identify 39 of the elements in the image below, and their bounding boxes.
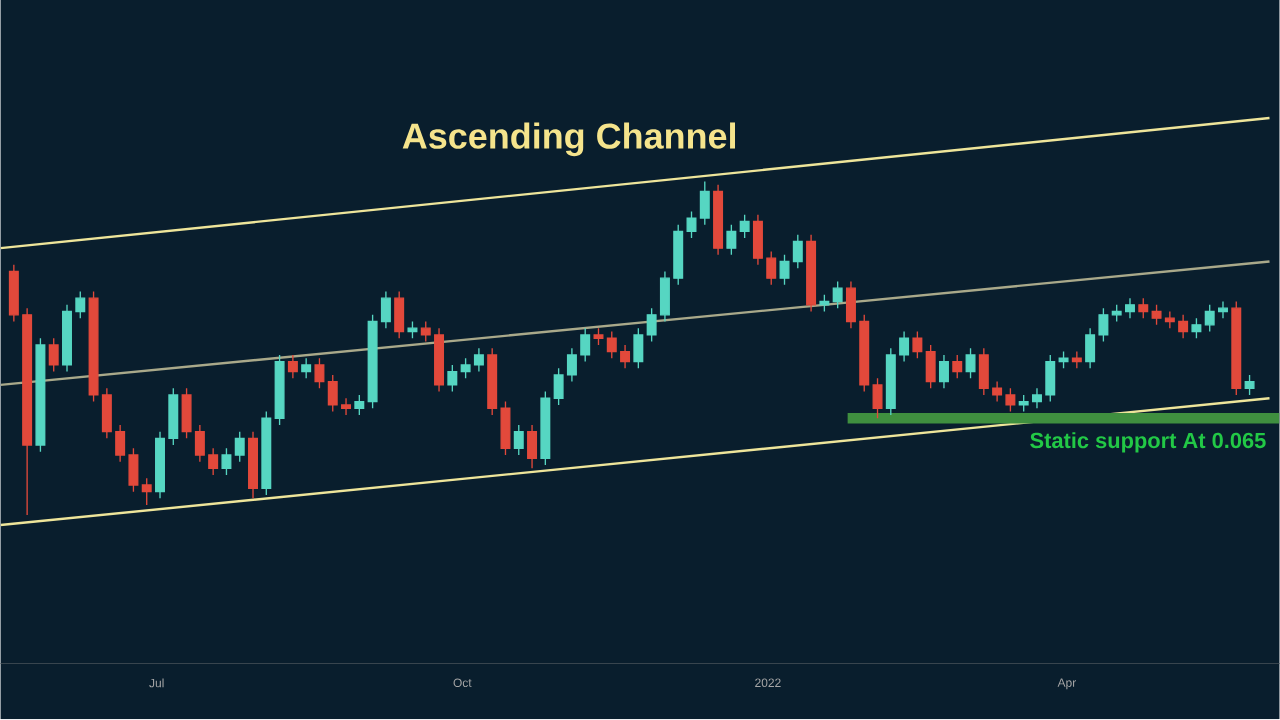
candlestick [287,354,298,380]
candlestick [938,354,949,390]
candlestick [354,394,365,416]
candlestick [447,364,458,393]
candlestick [527,424,538,470]
candlestick [739,214,750,240]
candlestick [221,447,232,476]
chart-title: Ascending Channel [402,122,735,157]
candlestick [633,327,644,370]
candlestick [872,377,883,420]
candlestick [1231,301,1242,396]
candlestick [686,211,697,240]
candlestick [806,234,817,313]
candlestick [540,391,551,466]
candlestick [593,327,604,346]
candlestick [141,477,152,507]
candlestick [832,281,843,310]
candlestick [912,331,923,360]
candlestick [1244,374,1255,396]
candlestick [394,291,405,340]
candlestick [48,337,59,373]
candlestick [726,224,737,256]
candlestick [248,431,259,500]
annotation: Static support At 0.065 [1030,432,1266,453]
candlestick [261,411,272,496]
candlestick [713,184,724,256]
candlestick [274,354,285,426]
candlestick [925,344,936,390]
candlestick [699,181,710,226]
candlestick [952,354,963,380]
candlestick [234,431,245,463]
candlestick [35,337,46,453]
candlestick [513,424,524,456]
candlestick [301,357,312,380]
candlestick [819,294,830,313]
candlestick [965,347,976,380]
candlestick [1138,297,1149,320]
candlestick [314,357,325,390]
candlestick [1191,317,1202,340]
